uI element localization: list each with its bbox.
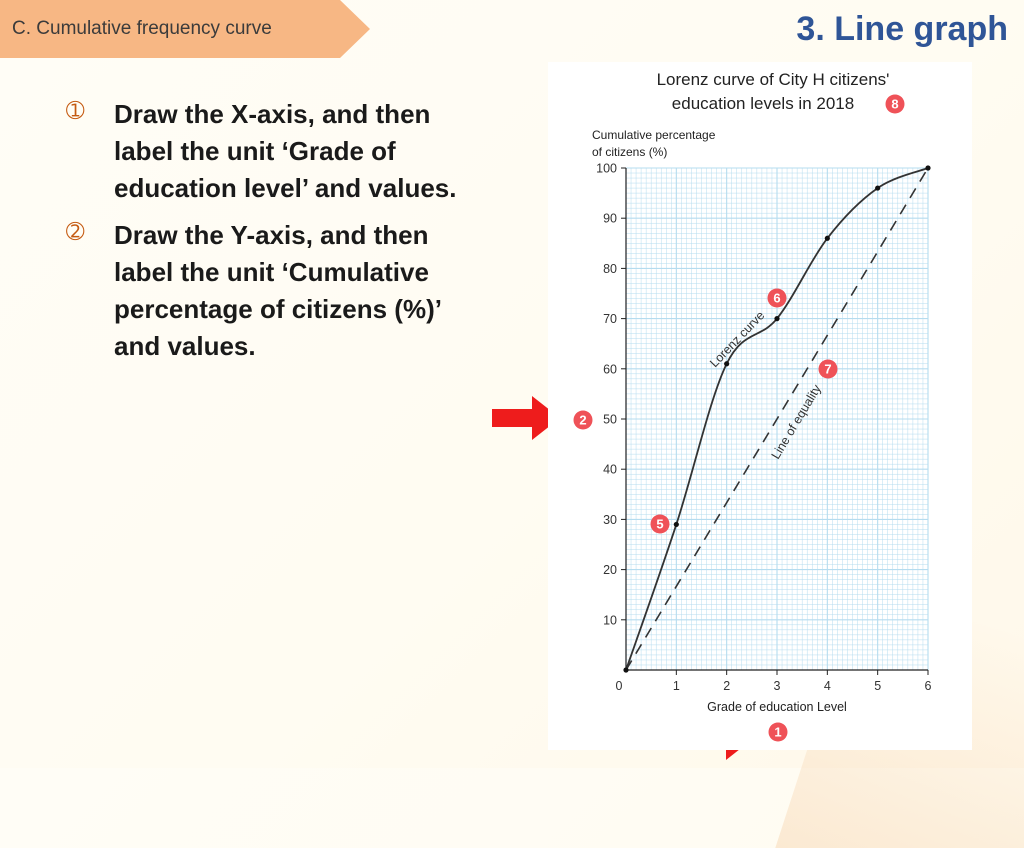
y-tick-label: 100 bbox=[596, 162, 617, 176]
badge-5-circle bbox=[650, 514, 670, 534]
badge-5: 5 bbox=[650, 514, 670, 534]
lorenz-curve-point bbox=[925, 165, 931, 171]
x-tick-label: 0 bbox=[616, 679, 623, 693]
y-tick-label: 60 bbox=[603, 362, 617, 376]
step-2-text: Draw the Y-axis, and then label the unit… bbox=[114, 220, 441, 361]
badge-2: 2 bbox=[573, 410, 593, 430]
lorenz-curve-point bbox=[824, 235, 830, 241]
y-tick-label: 40 bbox=[603, 463, 617, 477]
x-tick-label: 5 bbox=[874, 679, 881, 693]
chart-title-line-2: education levels in 2018 bbox=[672, 94, 854, 113]
instruction-step-1: ➀ Draw the X-axis, and then label the un… bbox=[58, 96, 490, 207]
lorenz-curve-point bbox=[774, 316, 780, 322]
chart-panel: Lorenz curve of City H citizens' educati… bbox=[548, 62, 972, 750]
y-axis-label-line-2: of citizens (%) bbox=[592, 145, 667, 159]
instruction-step-2: ➁ Draw the Y-axis, and then label the un… bbox=[58, 217, 490, 365]
x-axis-label: Grade of education Level bbox=[707, 700, 847, 714]
x-tick-label: 2 bbox=[723, 679, 730, 693]
step-1-text: Draw the X-axis, and then label the unit… bbox=[114, 99, 457, 203]
badge-7-text: 7 bbox=[824, 362, 831, 377]
y-tick-label: 80 bbox=[603, 262, 617, 276]
y-tick-label: 20 bbox=[603, 563, 617, 577]
badge-7-circle bbox=[818, 359, 838, 379]
badge-1-circle bbox=[768, 722, 788, 742]
x-tick-label: 3 bbox=[774, 679, 781, 693]
chart-title-line-1: Lorenz curve of City H citizens' bbox=[657, 70, 890, 89]
badge-5-text: 5 bbox=[656, 517, 663, 532]
lorenz-curve-point bbox=[673, 521, 679, 528]
badge-8: 8 bbox=[885, 94, 905, 114]
step-1-number: ➀ bbox=[66, 98, 85, 123]
badge-1: 1 bbox=[768, 722, 788, 742]
badge-8-circle bbox=[885, 94, 905, 114]
x-tick-label: 4 bbox=[824, 679, 831, 693]
x-tick-label: 6 bbox=[925, 679, 932, 693]
y-tick-label: 90 bbox=[603, 212, 617, 226]
y-tick-label: 30 bbox=[603, 513, 617, 527]
y-tick-label: 10 bbox=[603, 613, 617, 627]
badge-7: 7 bbox=[818, 359, 838, 379]
lorenz-curve-line bbox=[625, 167, 929, 671]
y-tick-label: 70 bbox=[603, 312, 617, 326]
line-of-equality bbox=[625, 167, 929, 671]
badge-6: 6 bbox=[767, 288, 787, 308]
y-axis-pointer-arrow-icon bbox=[492, 396, 560, 440]
lorenz-curve-point bbox=[623, 667, 629, 673]
lorenz-curve-label: Lorenz curve bbox=[707, 308, 767, 370]
lorenz-curve-point bbox=[724, 361, 730, 367]
step-2-number: ➁ bbox=[66, 219, 85, 244]
badge-1-text: 1 bbox=[774, 725, 781, 740]
badge-8-text: 8 bbox=[891, 97, 898, 112]
instruction-list: ➀ Draw the X-axis, and then label the un… bbox=[58, 96, 490, 375]
y-axis-label-line-1: Cumulative percentage bbox=[592, 128, 716, 142]
badge-2-text: 2 bbox=[579, 413, 586, 428]
section-tab: C. Cumulative frequency curve bbox=[0, 0, 370, 58]
badge-6-text: 6 bbox=[773, 291, 780, 306]
badge-2-circle bbox=[573, 410, 593, 430]
lorenz-curve-point bbox=[875, 185, 881, 191]
y-axis-arrow-shape bbox=[492, 396, 560, 440]
lorenz-curve-chart: Lorenz curve of City H citizens' educati… bbox=[573, 70, 932, 742]
y-tick-label: 50 bbox=[603, 413, 617, 427]
chart-grid bbox=[625, 167, 929, 671]
slide-title: 3. Line graph bbox=[796, 10, 1008, 48]
section-label: C. Cumulative frequency curve bbox=[12, 18, 272, 39]
x-tick-label: 1 bbox=[673, 679, 680, 693]
badge-6-circle bbox=[767, 288, 787, 308]
